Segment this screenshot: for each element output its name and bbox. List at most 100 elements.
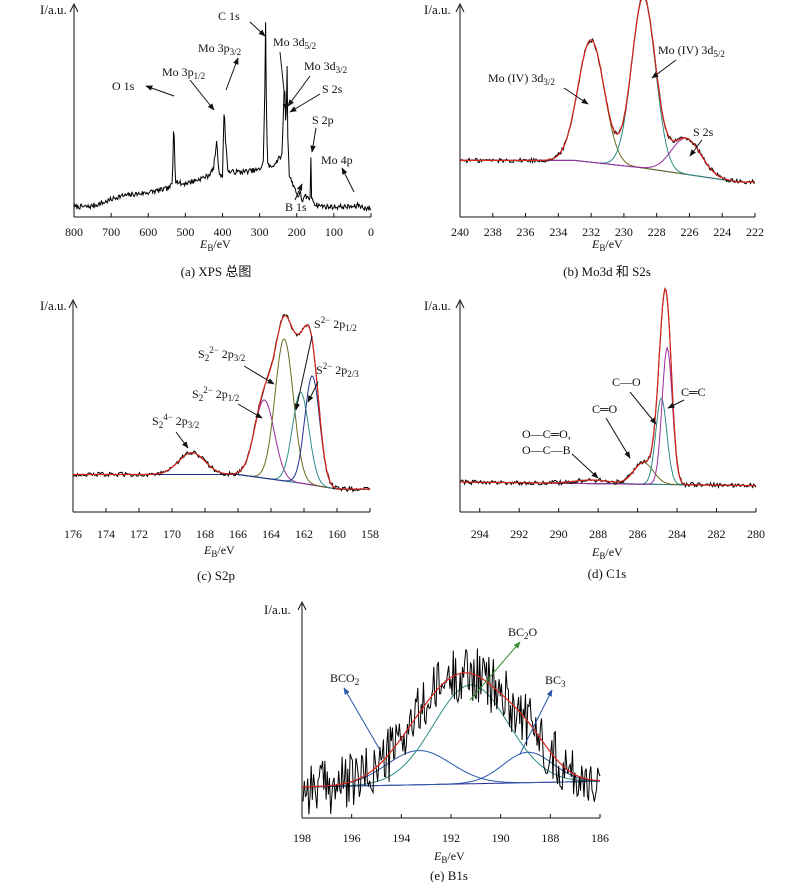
label-c-dbl-c: C═C [681,385,706,399]
label-mo-iv-3d52: Mo (IV) 3d5/2 [658,43,725,59]
x-tick-label: 0 [368,225,374,239]
label-s-2-2p23: S2− 2p2/3 [316,361,359,379]
panel-b-xticks: 240 238 236 234 232 230 228 226 224 222 [451,213,764,239]
fit-component-1 [73,452,370,490]
label-ocoo: O—C═O, [522,427,571,441]
x-tick-label: 282 [708,527,726,541]
x-tick-label: 236 [517,225,535,239]
x-tick-label: 500 [176,225,194,239]
panel-d-axes [455,298,756,513]
panel-a-axes [69,2,371,218]
x-tick-label: 700 [102,225,120,239]
x-tick-label: 800 [65,225,83,239]
panel-a: I/a.u. 800 700 600 500 400 300 200 100 0 O 1s Mo… [40,2,374,279]
panel-d-curves [459,287,757,489]
x-tick-label: 172 [130,527,148,541]
label-mo-iv-3d32: Mo (IV) 3d3/2 [488,71,555,87]
panel-c-caption: (c) S2p [197,568,235,583]
x-tick-label: 224 [713,225,731,239]
panel-d-xticks: 294 292 290 288 286 284 282 280 [471,508,765,541]
fit-component-3 [302,751,600,788]
panel-a-annotations: O 1s Mo 3p1/2 Mo 3p3/2 C 1s Mo 3d5/2 Mo … [112,9,355,214]
panel-d-annotations: O—C═O, O—C—B C═O C—O C═C [522,375,706,479]
x-tick-label: 226 [680,225,698,239]
panel-a-xticks: 800 700 600 500 400 300 200 100 0 [65,213,374,239]
panel-c: I/a.u. 176 174 172 170 168 166 164 162 160 158 S2… [40,298,379,583]
x-tick-label: 164 [262,527,280,541]
fit-component-4 [460,346,756,487]
x-tick-label: 162 [295,527,313,541]
x-tick-label: 600 [139,225,157,239]
raw-spectrum-line [459,0,756,185]
label-bco2: BCO2 [330,671,359,687]
x-tick-label: 198 [293,831,311,845]
x-tick-label: 294 [471,527,489,541]
x-tick-label: 280 [747,527,765,541]
panel-d: I/a.u. 294 292 290 288 286 284 282 280 O—C═O, O… [424,287,765,581]
label-s2p: S 2p [312,113,334,127]
x-tick-label: 286 [629,527,647,541]
x-tick-label: 400 [214,225,232,239]
panel-e-ylabel: I/a.u. [264,602,291,617]
label-mo3p32: Mo 3p3/2 [198,41,241,57]
x-tick-label: 234 [549,225,567,239]
x-tick-label: 188 [541,831,559,845]
panel-c-ylabel: I/a.u. [40,298,67,313]
fit-envelope-line [73,314,370,490]
panel-b-axes [455,2,755,218]
x-tick-label: 190 [492,831,510,845]
panel-a-xlabel: EB/eV [199,237,231,253]
panel-e-xlabel: EB/eV [433,849,465,865]
x-tick-label: 300 [251,225,269,239]
x-tick-label: 174 [97,527,115,541]
x-tick-label: 192 [442,831,460,845]
x-tick-label: 222 [746,225,764,239]
panel-c-axes [68,298,370,513]
fit-envelope-line [460,0,755,183]
panel-c-curves [72,314,371,493]
label-b1s: B 1s [285,200,307,214]
panel-b-annotations: Mo (IV) 3d3/2 Mo (IV) 3d5/2 S 2s [488,43,725,157]
x-tick-label: 168 [196,527,214,541]
x-tick-label: 200 [288,225,306,239]
raw-spectrum-line [459,287,757,489]
x-tick-label: 196 [343,831,361,845]
panel-c-xlabel: EB/eV [203,543,235,559]
label-b-s2s: S 2s [693,125,714,139]
label-s2s: S 2s [322,82,343,96]
label-bc2o: BC2O [508,625,538,641]
fit-component-1 [301,750,600,788]
fit-envelope-line [460,287,756,487]
panel-d-caption: (d) C1s [588,566,627,581]
panel-a-curves [73,22,372,213]
x-tick-label: 194 [392,831,410,845]
x-tick-label: 230 [615,225,633,239]
panel-b-caption: (b) Mo3d 和 S2s [563,264,651,279]
fit-envelope-line [302,672,601,788]
panel-b-xlabel: EB/eV [591,237,623,253]
x-tick-label: 176 [64,527,82,541]
fit-component-2 [302,684,600,788]
x-tick-label: 170 [163,527,181,541]
raw-spectrum-line [301,648,601,815]
label-mo3d32: Mo 3d3/2 [304,59,347,75]
panel-a-ylabel: I/a.u. [40,2,67,17]
panel-b-curves [459,0,756,185]
x-tick-label: 228 [648,225,666,239]
x-tick-label: 158 [361,527,379,541]
panel-e-xticks: 198 196 194 192 190 188 186 [293,814,609,845]
x-tick-label: 290 [550,527,568,541]
x-tick-label: 100 [325,225,343,239]
label-s2-2-2p32: S22− 2p3/2 [198,345,245,363]
x-tick-label: 240 [451,225,469,239]
label-c-dbl-o: C═O [592,402,618,416]
label-c1s: C 1s [218,9,240,23]
label-mo3d52: Mo 3d5/2 [273,35,316,51]
panel-c-annotations: S24− 2p3/2 S22− 2p1/2 S22− 2p3/2 S2− 2p1… [152,315,359,449]
x-tick-label: 292 [510,527,528,541]
panel-e: I/a.u. 198 196 194 192 190 188 186 BCO2 BC2O B… [264,600,609,882]
x-tick-label: 160 [328,527,346,541]
panel-d-ylabel: I/a.u. [424,298,451,313]
panel-e-curves [301,648,601,815]
